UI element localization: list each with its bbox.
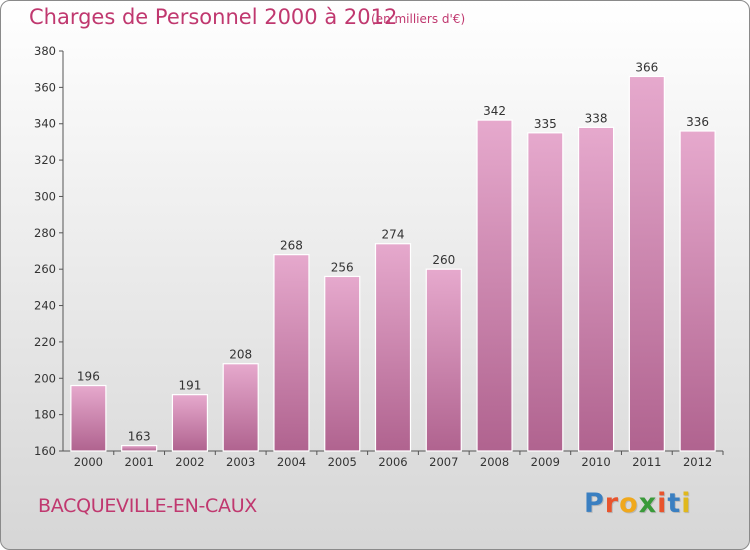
y-tick-label: 220 bbox=[34, 335, 56, 349]
bar-2000[interactable] bbox=[70, 384, 107, 452]
y-tick-label: 300 bbox=[34, 189, 56, 203]
logo-letter: o bbox=[619, 488, 639, 519]
y-tick-label: 320 bbox=[34, 153, 56, 167]
bar-value-label: 366 bbox=[635, 60, 658, 74]
bar-value-label: 256 bbox=[331, 260, 354, 274]
bar-value-label: 335 bbox=[534, 117, 557, 131]
x-tick-label: 2003 bbox=[226, 455, 255, 469]
data-labels: 196 163 191 208 268 256 274 260 342 335 338 366 336 bbox=[77, 60, 709, 443]
x-tick-label: 2004 bbox=[277, 455, 306, 469]
bar-value-label: 196 bbox=[77, 370, 100, 384]
x-tick-label: 2012 bbox=[683, 455, 712, 469]
bar-value-label: 338 bbox=[585, 111, 608, 125]
bar-2001[interactable] bbox=[121, 444, 158, 452]
bar-2008[interactable] bbox=[476, 119, 513, 452]
bar-value-label: 191 bbox=[178, 379, 201, 393]
y-tick-label: 260 bbox=[34, 262, 56, 276]
logo-letter: r bbox=[604, 488, 620, 519]
x-tick-label: 2002 bbox=[175, 455, 204, 469]
x-tick-label: 2009 bbox=[531, 455, 560, 469]
logo-letter: P bbox=[584, 488, 605, 519]
logo-letter: x bbox=[638, 488, 658, 519]
bar-value-label: 274 bbox=[382, 228, 405, 242]
bar-2004[interactable] bbox=[273, 254, 310, 452]
bar-value-label: 163 bbox=[128, 430, 151, 444]
y-tick-label: 380 bbox=[34, 44, 56, 58]
x-tick-label: 2011 bbox=[632, 455, 661, 469]
bar-2007[interactable] bbox=[425, 268, 462, 452]
bar-value-label: 208 bbox=[229, 348, 252, 362]
y-tick-label: 200 bbox=[34, 371, 56, 385]
proxiti-logo[interactable]: Proxiti bbox=[584, 488, 692, 519]
bar-2012[interactable] bbox=[679, 130, 716, 452]
x-tick-label: 2010 bbox=[581, 455, 610, 469]
x-tick-label: 2008 bbox=[480, 455, 509, 469]
bar-2003[interactable] bbox=[222, 363, 259, 452]
bar-value-label: 260 bbox=[432, 253, 455, 267]
logo-letter: i bbox=[657, 488, 668, 519]
y-tick-label: 340 bbox=[34, 117, 56, 131]
y-tick-label: 240 bbox=[34, 299, 56, 313]
town-name: BACQUEVILLE-EN-CAUX bbox=[38, 495, 258, 517]
x-tick-label: 2000 bbox=[74, 455, 103, 469]
y-tick-label: 280 bbox=[34, 226, 56, 240]
bar-2009[interactable] bbox=[527, 132, 564, 452]
y-tick-label: 360 bbox=[34, 80, 56, 94]
x-tick-label: 2001 bbox=[125, 455, 154, 469]
bar-series bbox=[70, 75, 716, 452]
chart-subtitle: (en milliers d'€) bbox=[371, 12, 466, 26]
bar-value-label: 268 bbox=[280, 239, 303, 253]
bar-2011[interactable] bbox=[628, 75, 665, 452]
bar-value-label: 336 bbox=[686, 115, 709, 129]
logo-letter: i bbox=[681, 488, 692, 519]
x-tick-label: 2007 bbox=[429, 455, 458, 469]
bar-2005[interactable] bbox=[324, 275, 361, 452]
x-tick-label: 2006 bbox=[378, 455, 407, 469]
y-tick-label: 180 bbox=[34, 408, 56, 422]
bar-2002[interactable] bbox=[171, 394, 209, 452]
y-tick-label: 160 bbox=[34, 444, 56, 458]
chart-axes: 160 180 200 220 240 260 280 300 320 340 360 380 2000… bbox=[34, 44, 724, 469]
bar-2006[interactable] bbox=[374, 243, 412, 452]
x-tick-label: 2005 bbox=[328, 455, 357, 469]
chart-title: Charges de Personnel 2000 à 2012 bbox=[29, 5, 398, 29]
bar-value-label: 342 bbox=[483, 104, 506, 118]
bar-2010[interactable] bbox=[577, 126, 615, 452]
logo-letter: t bbox=[667, 488, 682, 519]
